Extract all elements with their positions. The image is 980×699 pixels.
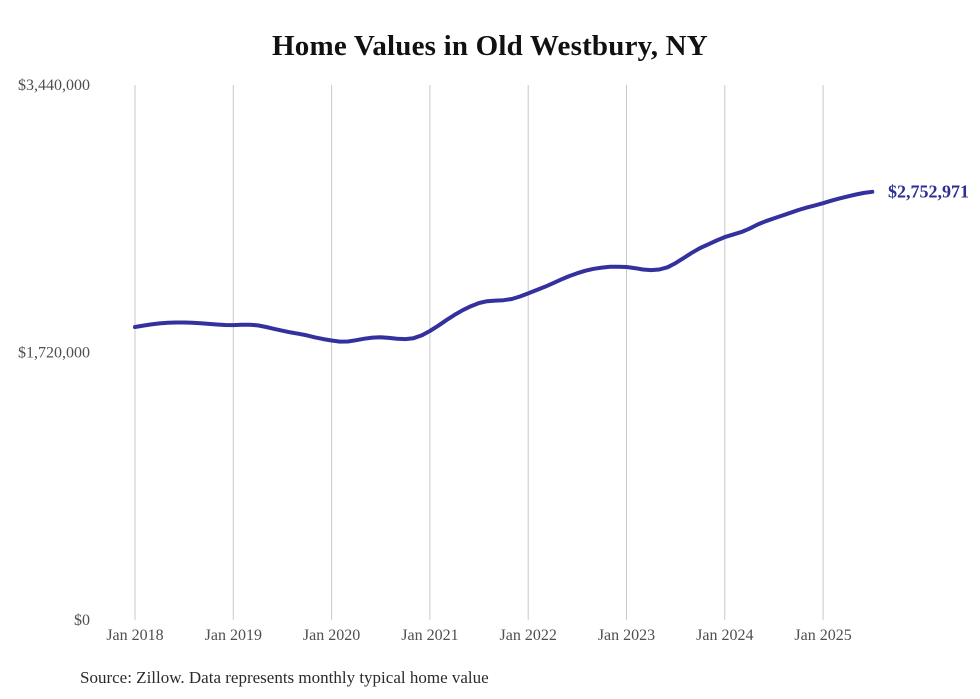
x-axis-tick-label: Jan 2018 — [106, 627, 163, 644]
x-axis-tick-label: Jan 2025 — [794, 627, 851, 644]
x-axis-tick-label: Jan 2021 — [401, 627, 458, 644]
y-axis-tick-label: $1,720,000 — [18, 345, 90, 362]
latest-value-label: $2,752,971 — [888, 181, 969, 202]
x-axis-tick-label: Jan 2023 — [598, 627, 655, 644]
source-note: Source: Zillow. Data represents monthly … — [80, 668, 489, 687]
x-axis-tick-label: Jan 2024 — [696, 627, 753, 644]
y-axis-tick-label: $0 — [74, 612, 90, 629]
x-axis-tick-label: Jan 2019 — [205, 627, 262, 644]
home-value-series-line — [133, 189, 875, 344]
chart-title: Home Values in Old Westbury, NY — [272, 30, 708, 62]
x-axis-tick-label: Jan 2022 — [500, 627, 557, 644]
x-axis-tick-label: Jan 2020 — [303, 627, 360, 644]
y-axis-tick-label: $3,440,000 — [18, 77, 90, 94]
